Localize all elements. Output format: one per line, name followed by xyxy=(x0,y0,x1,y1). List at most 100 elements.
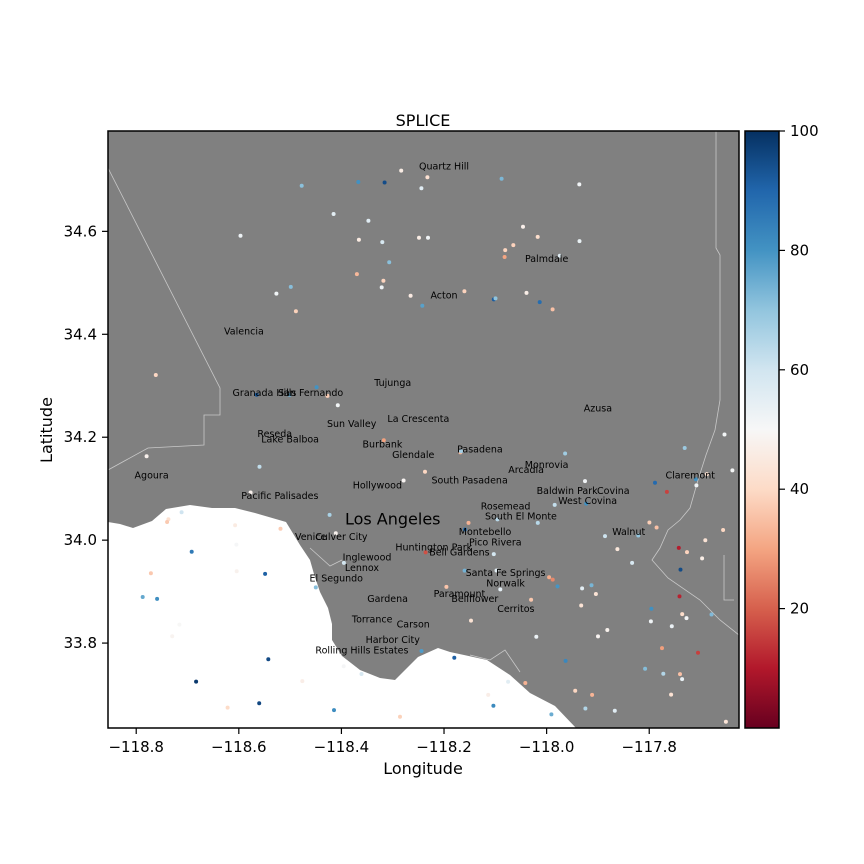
place-label: Culver City xyxy=(315,532,368,543)
y-tick-label: 34.0 xyxy=(64,531,97,549)
place-label: Lennox xyxy=(345,563,380,574)
place-label: Montebello xyxy=(459,527,512,538)
place-label: Tujunga xyxy=(373,378,411,389)
station-point xyxy=(730,468,735,473)
place-label: Claremont xyxy=(666,470,716,481)
county-boundaries xyxy=(108,131,739,673)
station-point xyxy=(382,180,387,185)
station-point xyxy=(426,235,430,240)
station-point xyxy=(721,528,726,532)
station-point xyxy=(605,628,610,632)
station-point xyxy=(341,560,346,565)
station-point xyxy=(696,650,700,655)
station-point xyxy=(462,568,467,573)
station-point xyxy=(148,571,153,576)
station-point xyxy=(331,212,336,216)
station-point xyxy=(425,175,430,180)
x-axis-label: Longitude xyxy=(383,759,463,778)
station-point xyxy=(521,224,525,229)
station-point xyxy=(462,289,467,294)
place-label: Paramount xyxy=(434,589,486,600)
place-label: Santa Fe Springs xyxy=(466,568,546,579)
station-point xyxy=(577,239,582,244)
station-point xyxy=(676,545,681,550)
colorbar-tick-label: 40 xyxy=(790,480,809,498)
station-point xyxy=(630,560,635,565)
place-label: Bell Gardens xyxy=(429,548,489,559)
colorbar-tick-label: 20 xyxy=(790,600,809,618)
station-point xyxy=(563,658,568,663)
station-point xyxy=(700,556,705,561)
place-label: San Fernando xyxy=(278,388,343,399)
station-point xyxy=(257,701,262,706)
station-point xyxy=(462,527,467,532)
station-point xyxy=(356,237,361,242)
station-point xyxy=(299,183,304,188)
place-label: South Pasadena xyxy=(432,476,508,487)
station-point xyxy=(399,168,404,173)
place-label: Baldwin Park xyxy=(537,486,598,497)
place-label: El Segundo xyxy=(310,573,364,584)
station-point xyxy=(653,480,657,485)
station-point xyxy=(583,479,587,484)
station-point xyxy=(552,502,557,507)
station-point xyxy=(682,446,687,450)
station-point xyxy=(583,706,588,711)
place-labels: Quartz Hill Palmdale Acton Valencia Tujunga G… xyxy=(135,162,716,657)
station-point xyxy=(593,592,598,596)
station-point xyxy=(555,584,560,589)
colorbar-tick-label: 60 xyxy=(790,361,809,379)
station-point xyxy=(293,309,298,314)
station-point xyxy=(266,657,271,662)
station-point xyxy=(288,284,293,289)
y-tick-label: 34.2 xyxy=(64,428,97,446)
place-label: Monrovia xyxy=(525,460,569,471)
station-point xyxy=(723,719,728,724)
station-point xyxy=(486,692,491,697)
station-point xyxy=(380,240,385,245)
station-point xyxy=(177,622,182,627)
station-point xyxy=(234,569,239,574)
station-point xyxy=(677,594,682,599)
station-point xyxy=(680,612,685,617)
station-point xyxy=(534,634,539,639)
station-point xyxy=(704,472,709,477)
station-point xyxy=(194,679,199,684)
station-point xyxy=(498,587,503,592)
place-label: Sun Valley xyxy=(327,419,377,430)
station-point xyxy=(278,526,283,531)
station-point xyxy=(238,233,243,238)
x-tick-label: −118.0 xyxy=(519,738,575,756)
station-point xyxy=(248,490,253,495)
place-label: Torrance xyxy=(351,614,393,625)
station-point xyxy=(417,235,421,240)
station-point xyxy=(423,550,428,555)
place-label: Valencia xyxy=(224,326,264,337)
place-label: Cerritos xyxy=(497,604,534,615)
station-point xyxy=(379,285,384,290)
station-point xyxy=(523,681,528,685)
station-point xyxy=(459,449,463,454)
place-label: West Covina xyxy=(558,496,617,507)
station-point xyxy=(254,392,259,397)
place-label: Hollywood xyxy=(353,481,402,492)
y-axis-label: Latitude xyxy=(37,397,56,463)
station-point xyxy=(709,612,714,617)
station-point xyxy=(225,705,230,710)
station-point xyxy=(356,180,361,184)
station-point xyxy=(669,624,674,629)
station-point xyxy=(170,634,175,639)
station-point xyxy=(466,520,471,525)
station-point xyxy=(590,692,595,697)
colorbar-tick-label: 80 xyxy=(790,241,809,259)
station-point xyxy=(300,679,305,684)
station-point xyxy=(469,618,473,623)
station-point xyxy=(680,677,685,682)
station-point xyxy=(669,692,674,697)
place-label: Quartz Hill xyxy=(419,162,469,173)
station-point xyxy=(491,552,496,557)
station-point xyxy=(359,672,364,676)
station-point xyxy=(366,218,371,223)
station-point xyxy=(648,619,653,624)
